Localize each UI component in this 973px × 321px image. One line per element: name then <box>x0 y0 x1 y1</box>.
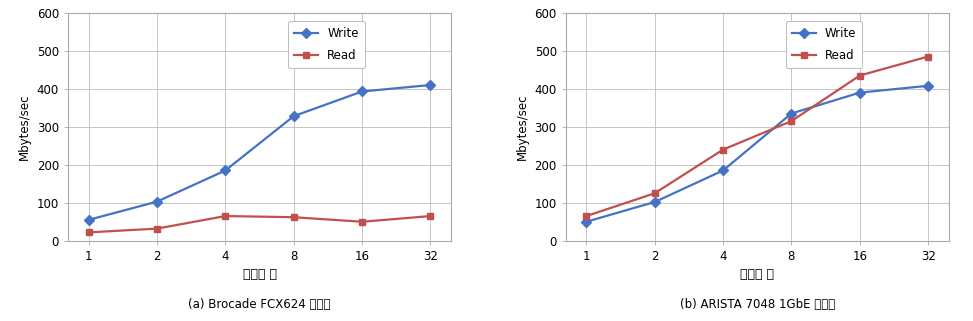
Write <box>922 84 934 88</box>
Line: Read: Read <box>86 213 434 236</box>
Read <box>649 191 661 195</box>
Write <box>649 200 661 204</box>
Write <box>581 220 593 224</box>
Write <box>151 200 162 204</box>
Write <box>220 169 232 172</box>
Write <box>356 90 368 93</box>
Write <box>717 169 729 172</box>
Read <box>424 214 436 218</box>
Read <box>785 119 797 123</box>
X-axis label: 태스크 수: 태스크 수 <box>740 268 775 281</box>
Text: (a) Brocade FCX624 스위치: (a) Brocade FCX624 스위치 <box>189 299 331 311</box>
Text: (b) ARISTA 7048 1GbE 스위치: (b) ARISTA 7048 1GbE 스위치 <box>679 299 835 311</box>
Read <box>151 227 162 230</box>
Write <box>785 112 797 116</box>
Write <box>288 114 300 118</box>
Legend: Write, Read: Write, Read <box>786 21 862 68</box>
Y-axis label: Mbytes/sec: Mbytes/sec <box>516 93 529 160</box>
Read <box>922 55 934 58</box>
Read <box>83 230 94 234</box>
Write <box>83 218 94 222</box>
Write <box>424 83 436 87</box>
Write <box>854 91 866 95</box>
Read <box>854 74 866 77</box>
Line: Write: Write <box>86 82 434 223</box>
X-axis label: 태스크 수: 태스크 수 <box>242 268 276 281</box>
Line: Read: Read <box>583 53 931 220</box>
Read <box>220 214 232 218</box>
Read <box>717 148 729 152</box>
Read <box>288 215 300 219</box>
Legend: Write, Read: Write, Read <box>288 21 365 68</box>
Read <box>356 220 368 224</box>
Read <box>581 214 593 218</box>
Line: Write: Write <box>583 82 931 225</box>
Y-axis label: Mbytes/sec: Mbytes/sec <box>18 93 31 160</box>
